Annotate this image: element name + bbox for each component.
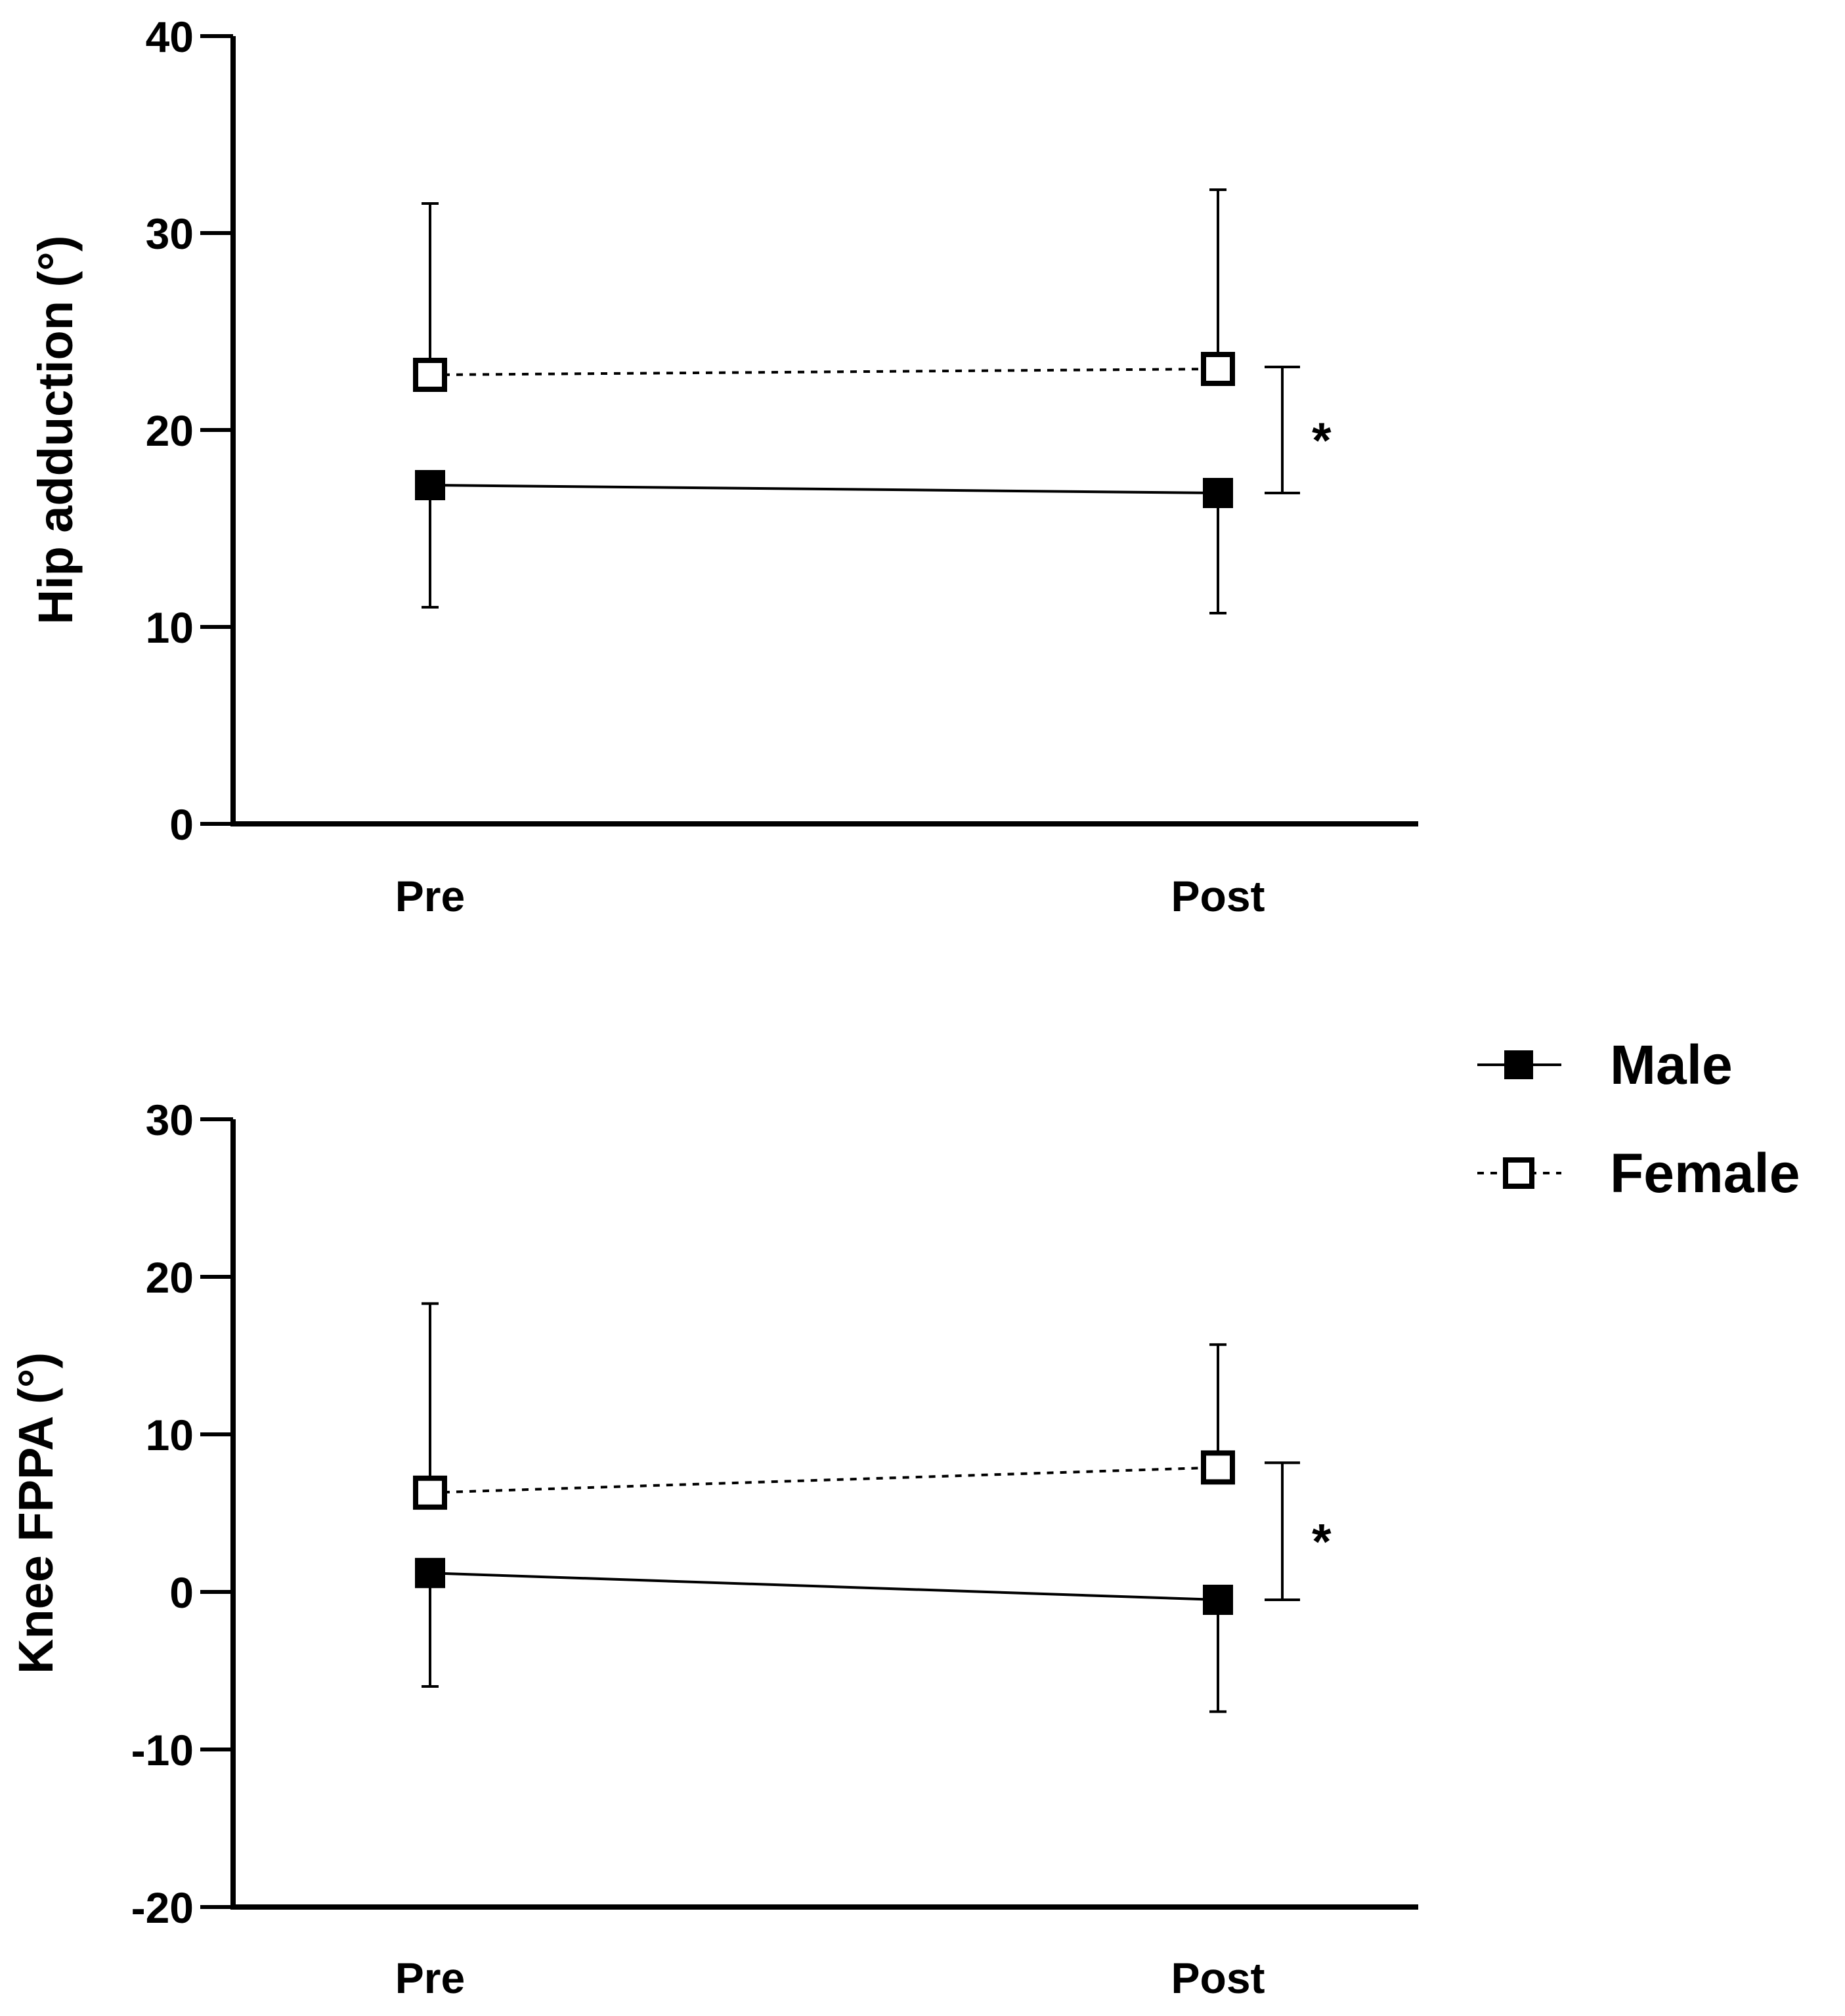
x-category-label: Pre	[395, 1954, 465, 2002]
x-category-label: Post	[1171, 872, 1265, 920]
male-series-line	[429, 1572, 1219, 1601]
y-tick-label: 20	[146, 406, 194, 455]
male-point	[1203, 1585, 1233, 1615]
y-tick-label: -20	[131, 1883, 194, 1932]
female-point	[1201, 352, 1235, 386]
male-point	[1203, 478, 1233, 508]
male-point	[415, 470, 445, 500]
legend-male-label: Male	[1610, 1034, 1733, 1096]
legend-female-label: Female	[1610, 1142, 1800, 1204]
y-tick-label: 0	[169, 800, 194, 849]
hip-adduction-chart: 0 10 20 30 40 Hip adduction (°) Pre Post *	[28, 12, 1418, 920]
y-tick-label: 10	[146, 603, 194, 652]
x-category-label: Pre	[395, 872, 465, 920]
y-tick-label: 10	[146, 1411, 194, 1459]
male-point	[415, 1558, 445, 1589]
knee-fppa-chart: -20 -10 0 10 20 30 Knee FPPA (°) Pre Post *	[9, 1096, 1418, 2002]
x-category-label: Post	[1171, 1954, 1265, 2002]
significance-star: *	[1312, 413, 1332, 469]
significance-star: *	[1312, 1514, 1332, 1570]
female-point	[1201, 1450, 1235, 1485]
y-tick-label: 20	[146, 1253, 194, 1302]
legend-female-marker	[1503, 1157, 1534, 1189]
female-point	[413, 1475, 447, 1510]
y-tick-label: 30	[146, 1096, 194, 1144]
y-axis-title: Hip adduction (°)	[28, 236, 83, 625]
male-series-line	[429, 484, 1219, 494]
female-point	[413, 358, 447, 392]
y-axis-title: Knee FPPA (°)	[9, 1352, 63, 1674]
female-series-line	[429, 1466, 1219, 1494]
y-tick-label: 40	[146, 12, 194, 61]
legend-male-marker	[1504, 1050, 1533, 1079]
female-series-line	[429, 368, 1219, 376]
legend: Male Female	[1477, 1034, 1800, 1204]
y-tick-label: 30	[146, 209, 194, 258]
y-tick-label: 0	[169, 1568, 194, 1617]
y-tick-label: -10	[131, 1726, 194, 1774]
